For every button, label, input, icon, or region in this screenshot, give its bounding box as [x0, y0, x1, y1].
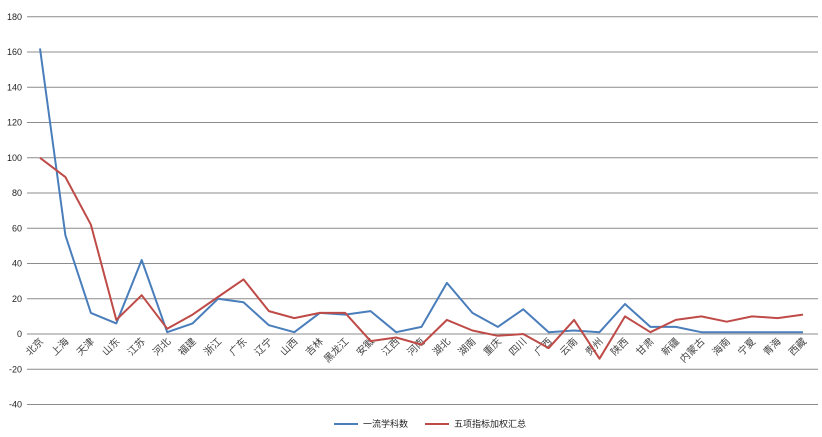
- x-category-label: 新疆: [659, 335, 682, 358]
- y-tick-label: -20: [9, 364, 22, 374]
- x-category-label: 安徽: [353, 335, 376, 358]
- x-category-label: 河北: [151, 336, 174, 359]
- x-category-label: 辽宁: [252, 335, 275, 358]
- series-lines: [39, 48, 804, 360]
- x-category-label: 上海: [48, 335, 71, 358]
- x-category-label: 海南: [709, 335, 732, 358]
- x-category-label: 湖北: [430, 336, 453, 359]
- x-category-label: 江苏: [125, 335, 148, 358]
- x-axis-categories: 北京 上海 天津 山东 江苏 河北 福建 浙江 广东 辽宁 山西 吉林黑龙江 安徽 江西 河南 湖北 湖南 重庆四…: [23, 335, 809, 365]
- x-category-label: 北京: [23, 335, 46, 358]
- y-tick-label: 160: [7, 47, 22, 57]
- x-category-label: 宁夏: [735, 335, 758, 358]
- y-axis-ticks: -40 -20 0 20 40 60 80 100 120 140 160 180: [7, 12, 22, 410]
- gridlines: [27, 16, 818, 405]
- y-tick-label: 40: [12, 259, 22, 269]
- x-category-label: 湖南: [455, 335, 478, 358]
- y-tick-label: -40: [9, 400, 22, 410]
- x-category-label: 福建: [175, 335, 198, 358]
- y-tick-label: 0: [17, 329, 22, 339]
- series-line-1: [39, 48, 803, 334]
- x-category-label: 内蒙古: [677, 335, 707, 365]
- y-tick-label: 60: [12, 223, 22, 233]
- x-category-label: 山东: [99, 335, 122, 358]
- y-tick-label: 80: [12, 188, 22, 198]
- y-tick-label: 20: [12, 294, 22, 304]
- x-category-label: 青海: [760, 335, 783, 358]
- x-category-label: 河南: [404, 335, 427, 358]
- x-category-label: 重庆: [481, 335, 504, 358]
- y-tick-label: 140: [7, 82, 22, 92]
- x-category-label: 广东: [226, 335, 249, 358]
- x-category-label: 山西: [278, 336, 301, 359]
- legend-label-series-2: 五项指标加权汇总: [454, 418, 526, 430]
- legend-label-series-1: 一流学科数: [363, 418, 408, 430]
- x-category-label: 广西: [532, 336, 555, 359]
- x-category-label: 天津: [74, 336, 97, 359]
- y-tick-label: 180: [7, 12, 22, 22]
- y-tick-label: 100: [7, 153, 22, 163]
- x-category-label: 吉林: [303, 335, 326, 358]
- x-category-label: 浙江: [202, 336, 225, 359]
- y-tick-label: 120: [7, 118, 22, 128]
- legend: 一流学科数 五项指标加权汇总: [334, 418, 526, 430]
- x-category-label: 四川: [507, 336, 529, 358]
- x-category-label: 云南: [557, 335, 580, 358]
- series-line-2: [39, 157, 804, 360]
- x-category-label: 西藏: [786, 336, 809, 359]
- x-category-label: 甘肃: [633, 335, 656, 358]
- x-category-label: 黑龙江: [321, 335, 351, 365]
